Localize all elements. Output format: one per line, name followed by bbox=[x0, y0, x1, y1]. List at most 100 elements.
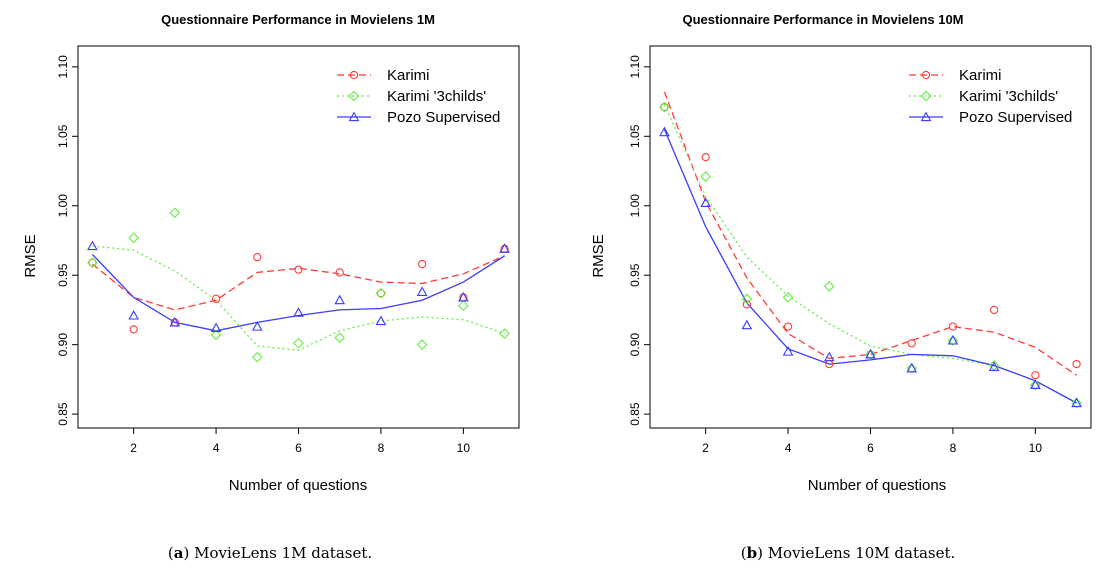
data-point-pozo-supervised bbox=[865, 348, 876, 359]
data-point-pozo-supervised bbox=[823, 351, 835, 362]
data-point-pozo-supervised bbox=[947, 334, 959, 345]
y-tick-label: 0.85 bbox=[628, 402, 642, 426]
x-tick-label: 2 bbox=[130, 441, 137, 455]
y-axis-label: RMSE bbox=[22, 234, 39, 277]
data-point-karimi-3childs bbox=[128, 232, 140, 244]
legend-marker-pozo-supervised bbox=[348, 111, 360, 122]
caption-label: b bbox=[747, 544, 758, 562]
x-tick-label: 6 bbox=[867, 441, 874, 455]
data-point-karimi-3childs bbox=[906, 362, 918, 374]
data-point-karimi-3childs bbox=[87, 257, 98, 269]
y-tick-label: 0.95 bbox=[628, 263, 642, 287]
caption-text: MovieLens 1M dataset. bbox=[189, 544, 372, 562]
x-axis-label: Number of questions bbox=[808, 477, 946, 494]
data-point-karimi-3childs bbox=[251, 351, 263, 363]
data-point-pozo-supervised bbox=[700, 197, 711, 208]
chart-title: Questionnaire Performance in Movielens 1… bbox=[682, 12, 963, 27]
x-tick-label: 4 bbox=[785, 441, 792, 455]
data-point-karimi bbox=[1031, 371, 1040, 380]
data-point-karimi-3childs bbox=[293, 337, 304, 349]
data-point-karimi-3childs bbox=[457, 300, 469, 312]
data-point-pozo-supervised bbox=[1030, 379, 1041, 390]
data-point-karimi-3childs bbox=[1071, 397, 1082, 409]
data-point-karimi bbox=[294, 265, 303, 274]
data-point-karimi bbox=[335, 268, 344, 277]
chart-panel-a: Questionnaire Performance in Movielens 1… bbox=[22, 12, 520, 562]
figure-caption-a: (a) MovieLens 1M dataset. bbox=[168, 544, 372, 562]
data-point-pozo-supervised bbox=[741, 319, 753, 330]
x-axis: 2 4 6 8 10 bbox=[130, 428, 470, 455]
caption-text: MovieLens 10M dataset. bbox=[763, 544, 955, 562]
data-point-karimi-3childs bbox=[499, 328, 510, 339]
y-tick-label: 1.00 bbox=[56, 194, 70, 218]
data-point-karimi bbox=[948, 322, 958, 331]
data-point-karimi-3childs bbox=[169, 207, 181, 219]
data-point-karimi bbox=[211, 294, 221, 303]
y-axis: 0.85 0.90 0.95 1.00 1.05 1.10 bbox=[628, 55, 650, 426]
series-line-karimi-3childs bbox=[92, 245, 505, 351]
series-line-karimi bbox=[91, 255, 505, 311]
data-point-pozo-supervised bbox=[659, 126, 670, 137]
data-point-karimi-3childs bbox=[210, 329, 222, 341]
legend-label-karimi-3childs: Karimi '3childs' bbox=[387, 88, 486, 105]
data-point-karimi bbox=[417, 259, 427, 269]
x-tick-label: 6 bbox=[295, 441, 302, 455]
data-point-pozo-supervised bbox=[87, 240, 98, 251]
series-points bbox=[87, 207, 510, 363]
chart-title: Questionnaire Performance in Movielens 1… bbox=[161, 12, 435, 27]
x-axis: 2 4 6 8 10 bbox=[702, 428, 1042, 455]
data-point-pozo-supervised bbox=[334, 294, 346, 305]
legend-label-pozo-supervised: Pozo Supervised bbox=[387, 109, 500, 126]
series-line-karimi bbox=[663, 91, 1077, 376]
data-point-karimi-3childs bbox=[334, 332, 346, 344]
data-point-pozo-supervised bbox=[499, 243, 510, 253]
data-point-karimi bbox=[88, 258, 97, 267]
data-point-karimi bbox=[742, 300, 752, 309]
legend-marker-karimi bbox=[349, 70, 359, 80]
legend-marker-pozo-supervised bbox=[920, 111, 932, 122]
series-points bbox=[659, 101, 1082, 409]
y-tick-label: 0.95 bbox=[56, 263, 70, 287]
caption-label: a bbox=[174, 544, 184, 562]
data-point-karimi-3childs bbox=[375, 287, 387, 299]
series-curves bbox=[663, 91, 1077, 404]
x-tick-label: 10 bbox=[1029, 441, 1043, 455]
data-point-karimi-3childs bbox=[741, 293, 753, 305]
data-point-karimi-3childs bbox=[947, 335, 959, 346]
y-tick-label: 1.10 bbox=[628, 55, 642, 79]
data-point-karimi bbox=[376, 289, 386, 298]
data-point-pozo-supervised bbox=[293, 307, 304, 317]
y-tick-label: 1.05 bbox=[56, 124, 70, 148]
data-point-karimi-3childs bbox=[659, 101, 670, 113]
data-point-karimi bbox=[660, 102, 669, 112]
series-curves bbox=[91, 245, 505, 351]
series-line-pozo-supervised bbox=[91, 253, 505, 332]
x-axis-label: Number of questions bbox=[229, 477, 367, 494]
data-point-karimi bbox=[783, 322, 793, 331]
data-point-karimi-3childs bbox=[700, 171, 712, 182]
legend-marker-karimi-3childs bbox=[920, 90, 932, 102]
data-point-karimi bbox=[253, 252, 262, 262]
data-point-karimi-3childs bbox=[1029, 379, 1041, 391]
y-tick-label: 0.90 bbox=[56, 333, 70, 357]
data-point-karimi bbox=[701, 152, 710, 162]
data-point-karimi bbox=[989, 305, 999, 315]
chart-panel-b: Questionnaire Performance in Movielens 1… bbox=[590, 12, 1092, 562]
data-point-karimi-3childs bbox=[416, 339, 428, 351]
x-tick-label: 4 bbox=[213, 441, 220, 455]
data-point-pozo-supervised bbox=[251, 321, 263, 331]
data-point-karimi bbox=[1072, 359, 1081, 369]
x-tick-label: 8 bbox=[378, 441, 385, 455]
y-tick-label: 0.90 bbox=[628, 333, 642, 357]
data-point-pozo-supervised bbox=[375, 315, 387, 326]
data-point-pozo-supervised bbox=[782, 346, 794, 356]
y-tick-label: 1.10 bbox=[56, 55, 70, 79]
x-tick-label: 8 bbox=[950, 441, 957, 455]
legend-marker-karimi-3childs bbox=[348, 90, 360, 102]
data-point-pozo-supervised bbox=[458, 291, 469, 302]
y-axis: 0.85 0.90 0.95 1.00 1.05 1.10 bbox=[56, 55, 78, 426]
data-point-pozo-supervised bbox=[416, 286, 428, 296]
data-point-pozo-supervised bbox=[128, 309, 139, 320]
data-point-karimi bbox=[129, 325, 138, 334]
x-tick-label: 10 bbox=[457, 441, 471, 455]
